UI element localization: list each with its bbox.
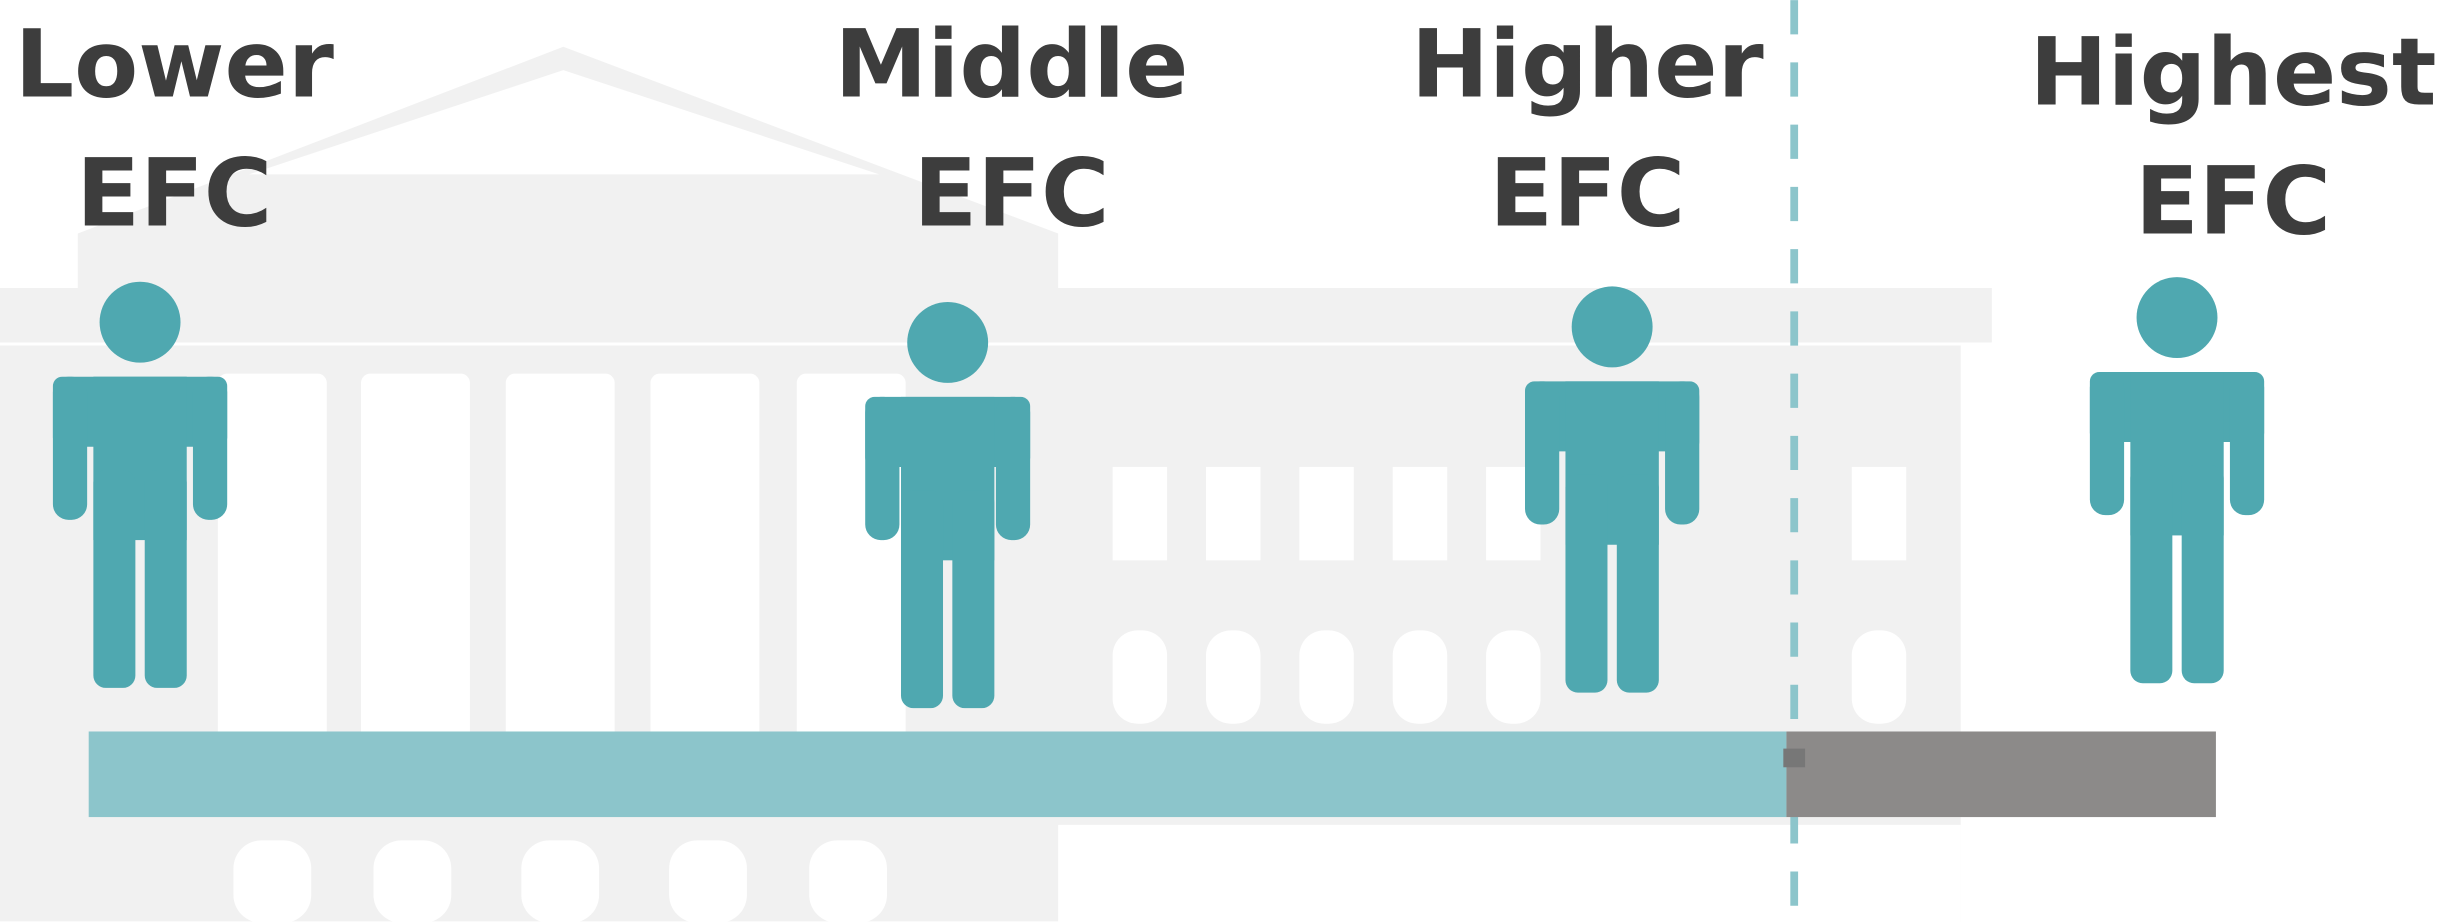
arm: [53, 377, 87, 520]
label: Middle: [835, 11, 1189, 120]
bar-marker: [1783, 749, 1805, 768]
leg: [952, 490, 994, 708]
label: EFC: [913, 140, 1109, 249]
arm: [1525, 381, 1559, 524]
bar-segment: [89, 731, 1787, 817]
head: [907, 302, 988, 383]
arm: [193, 377, 227, 520]
page: Lower EFC Middle EFC Higher EFC Highest …: [0, 0, 2440, 923]
infographic: Lower EFC Middle EFC Higher EFC Highest …: [0, 0, 2440, 923]
arm: [865, 397, 899, 540]
label: Higher: [1411, 11, 1764, 120]
leg: [93, 470, 135, 688]
leg: [1617, 475, 1659, 693]
head: [1572, 286, 1653, 367]
person-icon: [2090, 277, 2264, 683]
entablature: [0, 288, 1992, 342]
label: EFC: [1489, 140, 1685, 249]
label: Highest: [2030, 18, 2437, 127]
label: EFC: [2135, 148, 2331, 257]
leg: [2130, 465, 2172, 683]
arm: [1665, 381, 1699, 524]
arm: [2090, 372, 2124, 515]
bar-segment: [1786, 731, 2215, 817]
head: [2137, 277, 2218, 358]
leg: [2182, 465, 2224, 683]
pediment-inner: [249, 70, 879, 174]
leg: [145, 470, 187, 688]
leg: [901, 490, 943, 708]
arm: [996, 397, 1030, 540]
leg: [1565, 475, 1607, 693]
label: EFC: [76, 140, 272, 249]
head: [100, 282, 181, 363]
arm: [2230, 372, 2264, 515]
label: Lower: [15, 11, 334, 120]
